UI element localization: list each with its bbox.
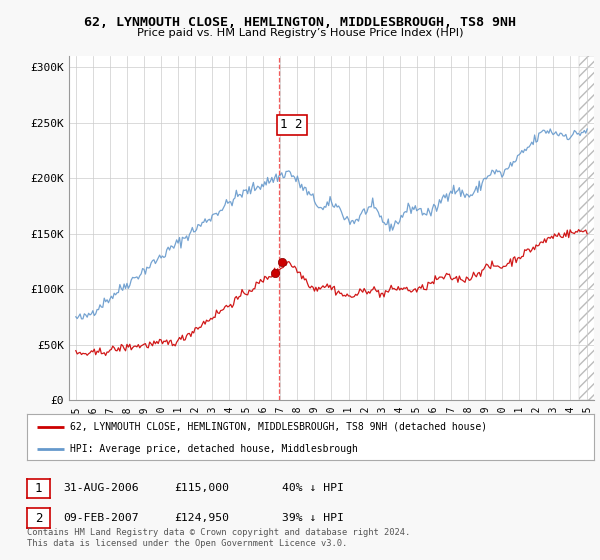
Text: £124,950: £124,950	[174, 513, 229, 523]
Text: 62, LYNMOUTH CLOSE, HEMLINGTON, MIDDLESBROUGH, TS8 9NH (detached house): 62, LYNMOUTH CLOSE, HEMLINGTON, MIDDLESB…	[70, 422, 487, 432]
Text: £115,000: £115,000	[174, 483, 229, 493]
Text: HPI: Average price, detached house, Middlesbrough: HPI: Average price, detached house, Midd…	[70, 444, 358, 454]
Bar	[578, 56, 596, 400]
Text: 1 2: 1 2	[280, 118, 303, 132]
Text: 2: 2	[35, 511, 42, 525]
Text: 09-FEB-2007: 09-FEB-2007	[63, 513, 139, 523]
Text: 40% ↓ HPI: 40% ↓ HPI	[282, 483, 344, 493]
Text: Price paid vs. HM Land Registry’s House Price Index (HPI): Price paid vs. HM Land Registry’s House …	[137, 28, 463, 38]
Text: 62, LYNMOUTH CLOSE, HEMLINGTON, MIDDLESBROUGH, TS8 9NH: 62, LYNMOUTH CLOSE, HEMLINGTON, MIDDLESB…	[84, 16, 516, 29]
Text: 31-AUG-2006: 31-AUG-2006	[63, 483, 139, 493]
Text: Contains HM Land Registry data © Crown copyright and database right 2024.
This d: Contains HM Land Registry data © Crown c…	[27, 528, 410, 548]
Text: 39% ↓ HPI: 39% ↓ HPI	[282, 513, 344, 523]
Text: 1: 1	[35, 482, 42, 495]
